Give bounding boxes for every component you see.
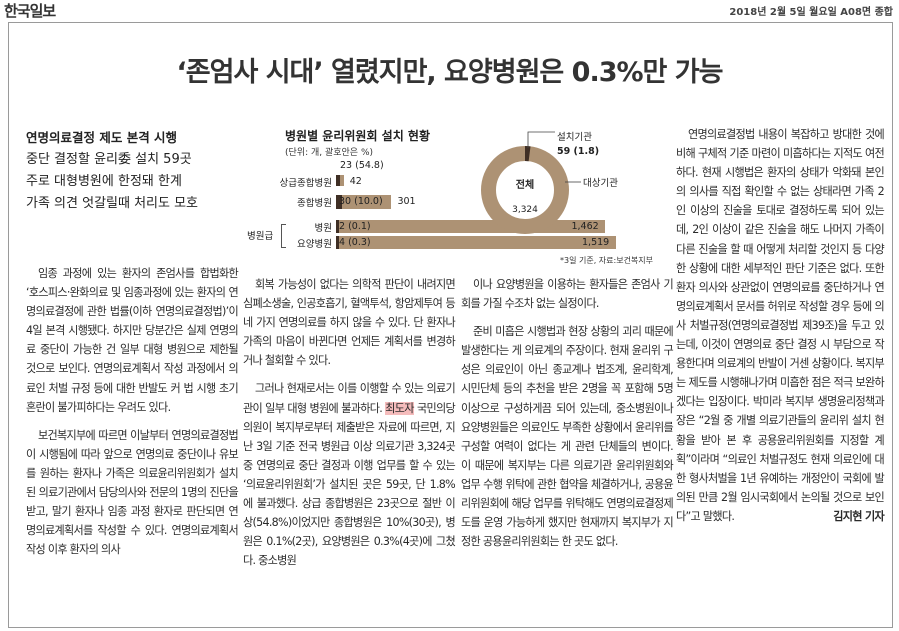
byline: 김지현 기자 xyxy=(833,509,884,523)
donut-slice-installed xyxy=(525,146,531,162)
data-label-installed: 4 (0.3) xyxy=(339,237,371,248)
bar-target xyxy=(336,236,616,249)
data-label-target: 301 xyxy=(397,196,416,207)
paragraph: 회복 가능성이 없다는 의학적 판단이 내려지면 심폐소생술, 인공호흡기, 혈… xyxy=(243,278,456,368)
data-label-target: 1,519 xyxy=(582,237,610,248)
category-label: 병원 xyxy=(314,223,332,234)
paragraph: 임종 과정에 있는 환자의 존엄사를 합법화한 ‘호스피스·완화의료 및 임종과… xyxy=(26,267,239,414)
paragraph: 보건복지부에 따르면 이날부터 연명의료결정법이 시행됨에 따라 앞으로 연명의… xyxy=(26,428,239,557)
subhead-2: 중단 결정할 윤리委 설치 59곳 xyxy=(26,152,192,167)
text: 그러나 현재로서는 이를 이행할 수 있는 의료기관이 일부 대형 병원에 불과… xyxy=(243,382,456,415)
legend-installed-value: 59 (1.8) xyxy=(557,146,599,157)
article-column-1: 임종 과정에 있는 환자의 존엄사를 합법화한 ‘호스피스·완화의료 및 임종과… xyxy=(26,264,239,559)
category-label: 종합병원 xyxy=(297,198,332,209)
chart-title: 병원별 윤리위원회 설치 현황 xyxy=(285,129,431,143)
bar-installed xyxy=(336,220,339,233)
paragraph: 이나 요양병원을 이용하는 환자들은 존엄사 기회를 가질 수조차 없는 실정이… xyxy=(461,278,674,311)
bar-installed xyxy=(336,175,341,186)
article-frame xyxy=(8,22,893,628)
subhead-3: 주로 대형병원에 한정돼 한계 xyxy=(26,174,182,189)
category-label: 요양병원 xyxy=(297,239,332,250)
data-label-installed: 23 (54.8) xyxy=(340,160,384,171)
group-bracket xyxy=(281,224,286,248)
paragraph: 준비 미흡은 시행법과 현장 상황의 괴리 때문에 발생한다는 게 의료계의 주… xyxy=(461,325,674,549)
donut-chart: 전체 3,324 설치기관 59 (1.8) 대상기관 xyxy=(481,131,618,234)
dateline: 2018년 2월 5일 월요일 A08면 종합 xyxy=(729,7,893,18)
article-column-2: 회복 가능성이 없다는 의학적 판단이 내려지면 심폐소생술, 인공호흡기, 혈… xyxy=(243,275,456,570)
masthead: 한국일보 xyxy=(4,2,56,20)
data-label-installed: 2 (0.1) xyxy=(339,221,371,232)
donut-center-value: 3,324 xyxy=(512,205,538,215)
chart-unit-note: (단위: 개, 괄호안은 %) xyxy=(285,148,374,158)
group-label: 병원급 xyxy=(247,231,274,242)
subhead-4: 가족 의견 엇갈릴때 처리도 모호 xyxy=(26,196,199,211)
bar-installed xyxy=(336,236,339,249)
bar-installed xyxy=(336,195,342,209)
paragraph: 그러나 현재로서는 이를 이행할 수 있는 의료기관이 일부 대형 병원에 불과… xyxy=(243,379,456,570)
paragraph: 연명의료결정법 내용이 복잡하고 방대한 것에 비해 구체적 기준 마련이 미흡… xyxy=(676,125,885,526)
data-label-installed: 30 (10.0) xyxy=(339,196,383,207)
leader-installed xyxy=(527,131,555,148)
subhead-1: 연명의료결정 제도 본격 시행 xyxy=(26,130,178,145)
legend-installed-label: 설치기관 xyxy=(557,131,592,143)
category-label: 상급종합병원 xyxy=(279,178,332,189)
donut-center-label: 전체 xyxy=(516,178,534,191)
data-label-target: 1,462 xyxy=(571,221,599,232)
data-label-target: 42 xyxy=(349,176,362,187)
article-column-3: 이나 요양병원을 이용하는 환자들은 존엄사 기회를 가질 수조차 없는 실정이… xyxy=(461,275,674,551)
chart-source-note: *3일 기준, 자료:보건복지부 xyxy=(560,256,654,265)
subheads: 연명의료결정 제도 본격 시행 중단 결정할 윤리委 설치 59곳 주로 대형병… xyxy=(26,127,248,215)
headline: ‘존엄사 시대’ 열렸지만, 요양병원은 0.3%만 가능 xyxy=(176,57,724,88)
article-column-4: 연명의료결정법 내용이 복잡하고 방대한 것에 비해 구체적 기준 마련이 미흡… xyxy=(676,125,885,526)
text: 국민의당 의원이 복지부로부터 제출받은 자료에 따르면, 지난 3일 기준 전… xyxy=(243,401,456,568)
text: 연명의료결정법 내용이 복잡하고 방대한 것에 비해 구체적 기준 마련이 미흡… xyxy=(676,128,885,523)
highlighted-name: 최도자 xyxy=(385,401,414,415)
legend-target-label: 대상기관 xyxy=(583,178,618,189)
bar-target xyxy=(336,195,392,209)
